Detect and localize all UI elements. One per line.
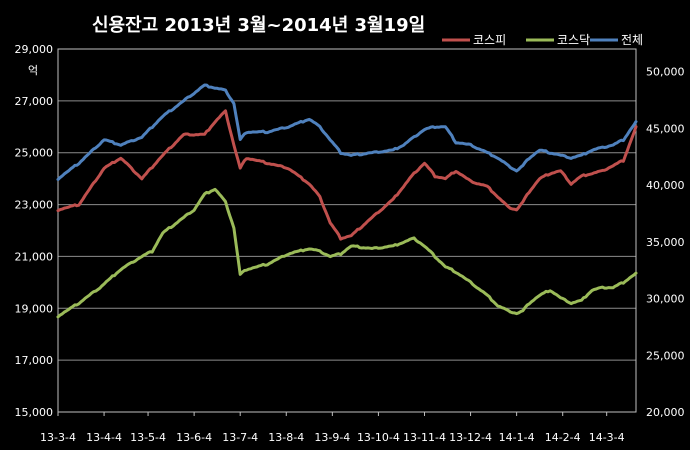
x-tick-label: 13-12-4 — [449, 431, 492, 444]
legend-label: 전체 — [621, 33, 643, 47]
x-tick-label: 13-8-4 — [268, 431, 304, 444]
y-right-tick-label: 25,000 — [646, 349, 685, 362]
y-left-tick-label: 19,000 — [15, 302, 54, 315]
y-left-tick-label: 21,000 — [15, 250, 54, 263]
series-line — [56, 109, 638, 241]
y-left-tick-label: 27,000 — [15, 95, 54, 108]
y-left-tick-label: 23,000 — [15, 199, 54, 212]
x-tick-label: 14-2-4 — [545, 431, 581, 444]
x-tick-label: 14-3-4 — [589, 431, 625, 444]
plot-area — [57, 48, 637, 413]
y-right-tick-label: 45,000 — [646, 122, 685, 135]
x-tick-label: 13-5-4 — [130, 431, 166, 444]
series-lines — [56, 83, 638, 319]
y-left-tick-label: 29,000 — [15, 43, 54, 56]
y-left-tick-label: 17,000 — [15, 354, 54, 367]
y-right-tick-label: 35,000 — [646, 236, 685, 249]
series-line — [56, 187, 638, 319]
legend: 코스피 코스닥 전체 — [442, 33, 643, 47]
legend-label: 코스피 — [473, 33, 506, 47]
series-line — [56, 83, 638, 181]
x-tick-label: 14-1-4 — [499, 431, 535, 444]
x-axis: 13-3-4 13-4-4 13-5-4 13-6-4 13-7-4 13-8-4 13-9… — [40, 412, 625, 444]
x-tick-label: 13-11-4 — [403, 431, 446, 444]
x-tick-label: 13-7-4 — [222, 431, 258, 444]
y-axis-left-unit: 억 — [28, 64, 38, 77]
y-right-tick-label: 50,000 — [646, 66, 685, 79]
x-tick-label: 13-9-4 — [314, 431, 350, 444]
x-tick-label: 13-10-4 — [357, 431, 400, 444]
legend-label: 코스닥 — [557, 33, 590, 47]
x-tick-label: 13-4-4 — [86, 431, 122, 444]
y-right-tick-label: 20,000 — [646, 406, 685, 419]
y-right-tick-label: 40,000 — [646, 179, 685, 192]
y-axis-left: 15,000 17,000 19,000 21,000 23,000 25,000 27,0… — [15, 43, 54, 419]
y-left-tick-label: 25,000 — [15, 147, 54, 160]
x-tick-label: 13-6-4 — [176, 431, 212, 444]
y-axis-right: 20,000 25,000 30,000 35,000 40,000 45,000 50,0… — [646, 66, 685, 419]
chart-title: 신용잔고 2013년 3월~2014년 3월19일 — [92, 15, 425, 36]
x-tick-label: 13-3-4 — [40, 431, 76, 444]
y-left-tick-label: 15,000 — [15, 406, 54, 419]
y-right-tick-label: 30,000 — [646, 293, 685, 306]
